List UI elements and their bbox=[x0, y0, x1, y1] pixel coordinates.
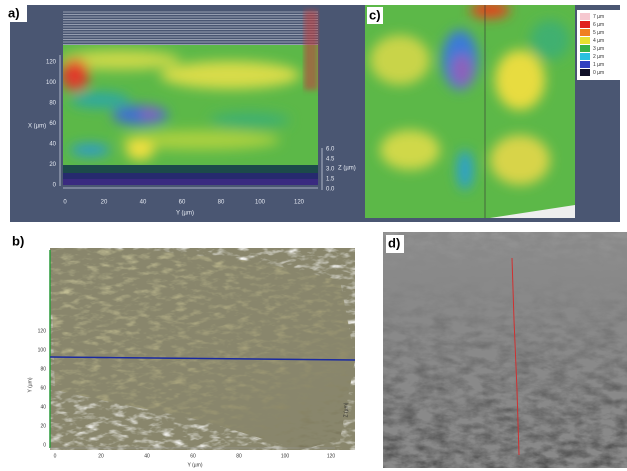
y-tick-label: 120 bbox=[38, 328, 47, 334]
y-tick-label: 60 bbox=[40, 385, 46, 391]
legend-swatch bbox=[580, 37, 590, 44]
axis-title: Z (µm) bbox=[338, 166, 356, 172]
z-tick-label: 0.0 bbox=[326, 187, 335, 193]
y-tick-label: 80 bbox=[49, 101, 56, 107]
axis-title: Z (µm) bbox=[343, 402, 349, 417]
legend-swatch bbox=[580, 53, 590, 60]
panel-label: a) bbox=[8, 5, 20, 20]
panel-c: 7 µm 6 µm 5 µm 4 µm 3 µm 2 µm 1 µm 0 µm c) bbox=[362, 2, 620, 222]
y-tick-label: 100 bbox=[38, 347, 47, 353]
legend-label: 1 µm bbox=[593, 62, 604, 68]
legend-label: 0 µm bbox=[593, 70, 604, 76]
legend-label: 5 µm bbox=[593, 30, 604, 36]
panel-b: b) Y (µm) Y (µm) Z (µm) 0 20 40 60 80 100 120 0… bbox=[12, 233, 355, 468]
fiber-texture bbox=[50, 248, 355, 450]
x-tick-label: 40 bbox=[140, 200, 147, 206]
legend-swatch bbox=[580, 45, 590, 52]
axis-title: X (µm) bbox=[28, 124, 46, 130]
x-tick-label: 80 bbox=[236, 453, 242, 459]
x-tick-label: 100 bbox=[281, 453, 290, 459]
legend-swatch bbox=[580, 69, 590, 76]
x-tick-label: 80 bbox=[218, 200, 225, 206]
panel-label: d) bbox=[388, 235, 400, 250]
y-tick-label: 60 bbox=[49, 121, 56, 127]
figure: a) X (µm) Y (µm) Z (µm) 0 20 40 60 80 100 120 0… bbox=[0, 0, 627, 471]
height-map bbox=[365, 2, 575, 218]
legend-label: 2 µm bbox=[593, 54, 604, 60]
x-tick-label: 60 bbox=[190, 453, 196, 459]
x-tick-label: 0 bbox=[54, 453, 57, 459]
y-tick-label: 20 bbox=[49, 162, 56, 168]
y-tick-label: 20 bbox=[40, 423, 46, 429]
y-tick-label: 120 bbox=[46, 60, 57, 66]
x-tick-label: 20 bbox=[101, 200, 108, 206]
axis-title: Y (µm) bbox=[27, 377, 33, 392]
panel-d: d) bbox=[383, 232, 627, 468]
sem-texture bbox=[383, 232, 627, 468]
axis-title: Y (µm) bbox=[176, 211, 194, 217]
z-tick-label: 6.0 bbox=[326, 147, 335, 153]
z-tick-label: 3.0 bbox=[326, 167, 335, 173]
y-tick-label: 0 bbox=[43, 442, 46, 448]
z-tick-label: 1.5 bbox=[326, 177, 335, 183]
y-tick-label: 40 bbox=[49, 142, 56, 148]
legend-label: 3 µm bbox=[593, 46, 604, 52]
legend-swatch bbox=[580, 29, 590, 36]
panel-label: b) bbox=[12, 233, 24, 248]
axis-title: Y (µm) bbox=[187, 462, 202, 468]
legend-label: 4 µm bbox=[593, 38, 604, 44]
x-tick-label: 120 bbox=[294, 200, 305, 206]
x-tick-label: 60 bbox=[179, 200, 186, 206]
legend-swatch bbox=[580, 21, 590, 28]
x-tick-label: 20 bbox=[98, 453, 104, 459]
x-tick-label: 40 bbox=[144, 453, 150, 459]
legend-swatch bbox=[580, 61, 590, 68]
legend-label: 7 µm bbox=[593, 14, 604, 20]
x-tick-label: 100 bbox=[255, 200, 266, 206]
y-tick-label: 100 bbox=[46, 80, 57, 86]
panel-label: c) bbox=[369, 7, 381, 22]
x-tick-label: 120 bbox=[327, 453, 336, 459]
legend-swatch bbox=[580, 13, 590, 20]
y-tick-label: 40 bbox=[40, 404, 46, 410]
height-map bbox=[60, 45, 318, 170]
legend-label: 6 µm bbox=[593, 22, 604, 28]
y-tick-label: 80 bbox=[40, 366, 46, 372]
z-tick-label: 4.5 bbox=[326, 157, 335, 163]
